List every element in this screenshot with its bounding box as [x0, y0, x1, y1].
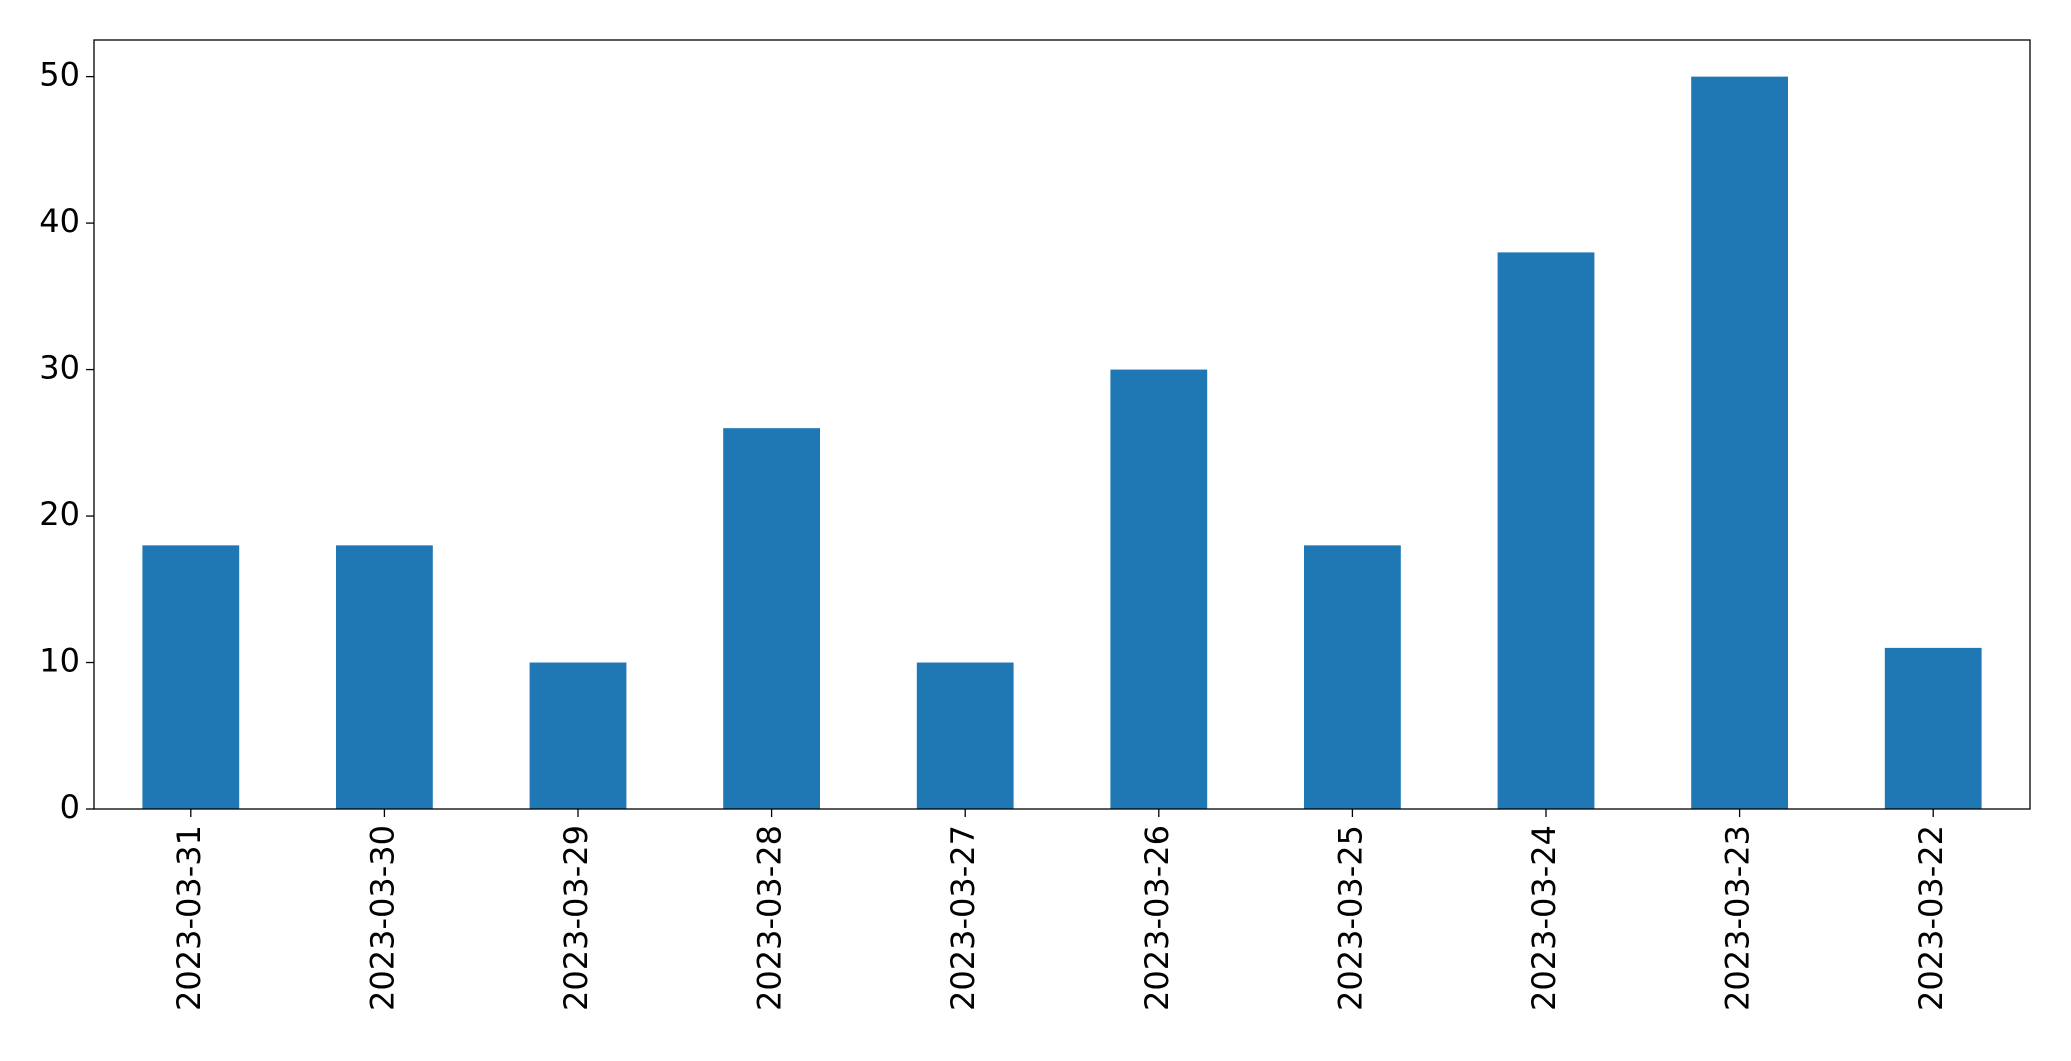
y-tick-label: 10 — [39, 642, 80, 680]
bar — [529, 662, 627, 809]
bar — [1884, 647, 1982, 809]
bar — [336, 545, 433, 809]
bar — [1304, 545, 1401, 809]
y-tick-label: 40 — [39, 202, 80, 240]
x-tick-label: 2023-03-28 — [751, 825, 789, 1011]
bar — [723, 428, 820, 809]
x-tick-label: 2023-03-23 — [1719, 825, 1757, 1011]
x-tick-label: 2023-03-31 — [170, 825, 208, 1011]
x-tick-label: 2023-03-26 — [1138, 825, 1176, 1011]
x-tick-label: 2023-03-29 — [557, 825, 595, 1011]
bar — [1691, 76, 1788, 810]
plot-frame — [93, 39, 2031, 810]
y-tick-label: 20 — [39, 495, 80, 533]
x-tick-label: 2023-03-22 — [1912, 825, 1950, 1011]
bar — [1110, 369, 1208, 809]
bar — [142, 545, 240, 809]
x-tick-label: 2023-03-25 — [1331, 825, 1369, 1011]
x-tick-label: 2023-03-27 — [944, 825, 982, 1011]
bar — [1497, 252, 1595, 809]
x-tick-label: 2023-03-30 — [363, 825, 401, 1011]
y-tick-label: 50 — [39, 56, 80, 94]
bar — [916, 662, 1014, 809]
y-tick-label: 0 — [60, 788, 80, 826]
y-tick-label: 30 — [39, 349, 80, 387]
x-tick-label: 2023-03-24 — [1525, 825, 1563, 1011]
